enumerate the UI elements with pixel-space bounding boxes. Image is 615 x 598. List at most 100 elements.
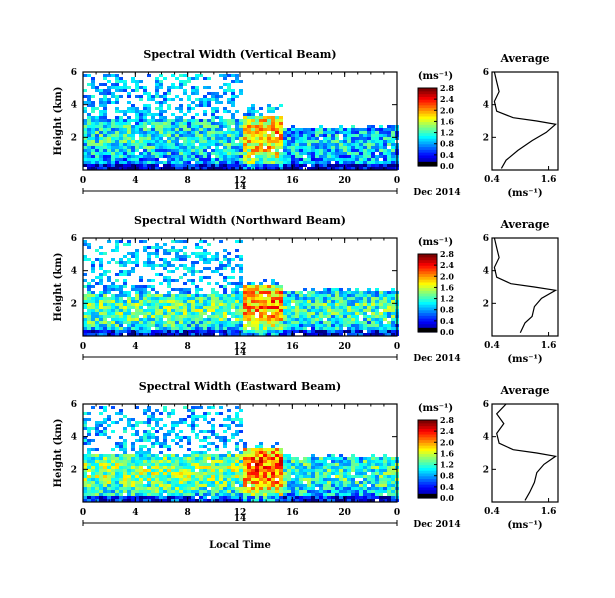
heatmap-cell	[199, 463, 203, 466]
heatmap-cell	[199, 312, 203, 315]
heatmap-cell	[103, 315, 107, 318]
heatmap-cell	[263, 478, 267, 481]
heatmap-cell	[363, 327, 367, 330]
heatmap-cell	[259, 137, 263, 140]
heatmap-cell	[227, 164, 231, 167]
heatmap-cell	[171, 164, 175, 167]
heatmap-cell	[391, 315, 395, 318]
heatmap-cell	[247, 131, 251, 134]
heatmap-cell	[291, 161, 295, 164]
heatmap-cell	[331, 164, 335, 167]
heatmap-cell	[323, 330, 327, 333]
heatmap-cell	[191, 318, 195, 321]
heatmap-cell	[119, 128, 123, 131]
heatmap-cell	[151, 279, 155, 282]
heatmap-cell	[307, 131, 311, 134]
heatmap-cell	[83, 324, 87, 327]
heatmap-cell	[107, 276, 111, 279]
heatmap-cell	[103, 484, 107, 487]
average-y-tick-label: 6	[483, 68, 489, 78]
heatmap-cell	[183, 478, 187, 481]
heatmap-cell	[295, 306, 299, 309]
heatmap-cell	[175, 294, 179, 297]
heatmap-cell	[319, 460, 323, 463]
heatmap-cell	[307, 134, 311, 137]
heatmap-cell	[243, 466, 247, 469]
heatmap-cell	[227, 466, 231, 469]
heatmap-cell	[187, 472, 191, 475]
colorbar-step	[418, 425, 437, 429]
heatmap-cell	[307, 155, 311, 158]
heatmap-cell	[115, 472, 119, 475]
heatmap-cell	[223, 255, 227, 258]
heatmap-cell	[343, 140, 347, 143]
heatmap-cell	[279, 312, 283, 315]
colorbar-step	[418, 295, 437, 300]
heatmap-cell	[307, 333, 311, 336]
heatmap-cell	[91, 125, 95, 128]
heatmap-cell	[283, 161, 287, 164]
heatmap-cell	[387, 469, 391, 472]
heatmap-cell	[327, 321, 331, 324]
heatmap-cell	[363, 475, 367, 478]
heatmap-cell	[331, 496, 335, 499]
heatmap-cell	[391, 499, 395, 502]
heatmap-cell	[131, 143, 135, 146]
heatmap-cell	[107, 261, 111, 264]
heatmap-cell	[375, 161, 379, 164]
heatmap-cell	[179, 463, 183, 466]
heatmap-cell	[271, 490, 275, 493]
heatmap-cell	[127, 469, 131, 472]
heatmap-cell	[299, 321, 303, 324]
heatmap-cell	[103, 309, 107, 312]
heatmap-cell	[239, 493, 243, 496]
heatmap-cell	[343, 161, 347, 164]
heatmap-cell	[187, 469, 191, 472]
heatmap-cell	[383, 330, 387, 333]
heatmap-cell	[315, 300, 319, 303]
heatmap-cell	[287, 161, 291, 164]
heatmap-cell	[331, 327, 335, 330]
heatmap-cell	[155, 424, 159, 427]
heatmap-cell	[235, 463, 239, 466]
heatmap-cell	[183, 273, 187, 276]
heatmap-cell	[163, 424, 167, 427]
heatmap-cell	[331, 134, 335, 137]
heatmap-cell	[363, 149, 367, 152]
heatmap-cell	[347, 318, 351, 321]
heatmap-cell	[343, 478, 347, 481]
heatmap-cell	[215, 282, 219, 285]
heatmap-cell	[263, 312, 267, 315]
heatmap-cell	[207, 315, 211, 318]
heatmap-cell	[103, 318, 107, 321]
heatmap-cell	[215, 95, 219, 98]
heatmap-cell	[99, 92, 103, 95]
heatmap-cell	[87, 104, 91, 107]
heatmap-cell	[271, 137, 275, 140]
day-label: 14	[234, 348, 247, 358]
heatmap-cell	[139, 484, 143, 487]
heatmap-cell	[99, 161, 103, 164]
heatmap-cell	[299, 487, 303, 490]
heatmap-cell	[343, 463, 347, 466]
heatmap-cell	[235, 131, 239, 134]
heatmap-cell	[191, 86, 195, 89]
heatmap-cell	[199, 430, 203, 433]
heatmap-cell	[227, 306, 231, 309]
heatmap-cell	[147, 155, 151, 158]
heatmap-cell	[123, 496, 127, 499]
heatmap-cell	[179, 318, 183, 321]
heatmap-cell	[235, 327, 239, 330]
heatmap-cell	[139, 122, 143, 125]
heatmap-cell	[91, 490, 95, 493]
heatmap-cell	[295, 490, 299, 493]
heatmap-cell	[159, 152, 163, 155]
heatmap-cell	[267, 448, 271, 451]
heatmap-cell	[379, 291, 383, 294]
heatmap-cell	[139, 312, 143, 315]
heatmap-cell	[271, 140, 275, 143]
heatmap-cell	[247, 303, 251, 306]
heatmap-cell	[231, 258, 235, 261]
heatmap-cell	[299, 155, 303, 158]
heatmap-cell	[127, 86, 131, 89]
